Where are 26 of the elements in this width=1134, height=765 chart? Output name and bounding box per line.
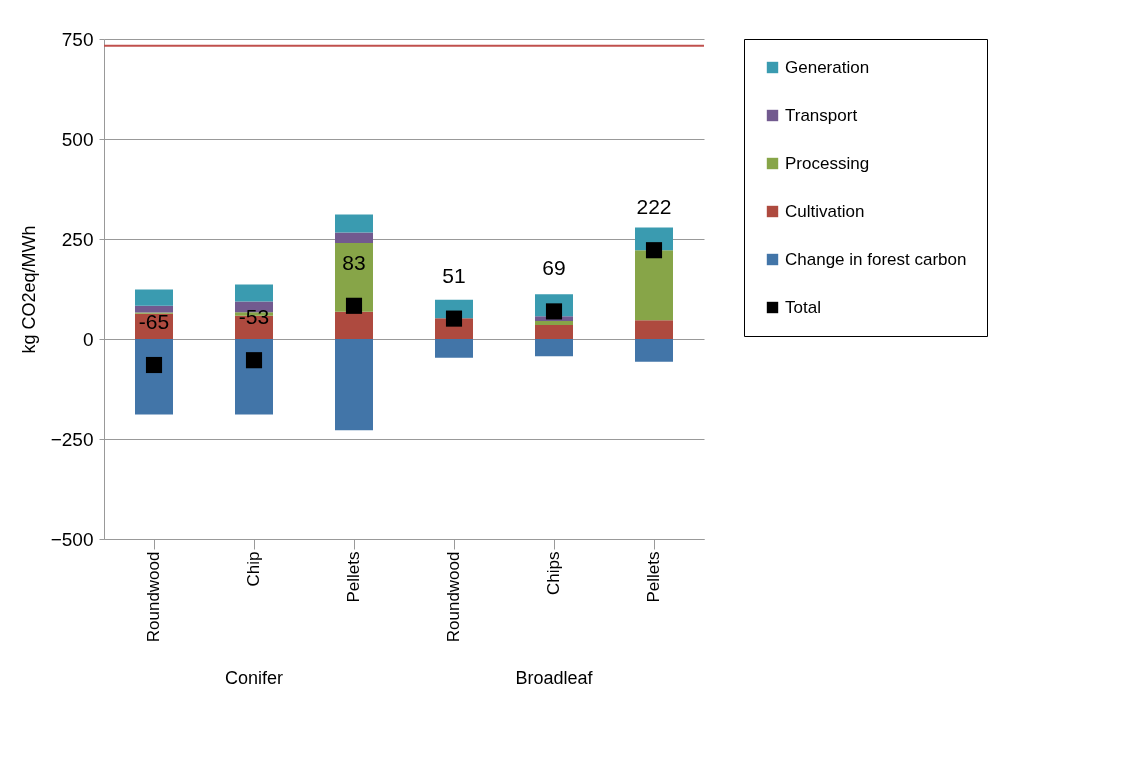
text: Broadleaf: [515, 668, 594, 688]
data-label: 83: [342, 250, 366, 274]
legend-label: Transport: [785, 105, 858, 125]
x-tick-label: Roundwood: [444, 551, 463, 643]
x-tick-label: Pellets: [644, 551, 663, 603]
data-label: 69: [542, 256, 566, 280]
y-axis-title: kg CO2eq/MWh: [18, 225, 39, 354]
y-tick-label: 250: [61, 228, 94, 250]
legend-label: Total: [785, 297, 821, 317]
data-label: -65: [138, 310, 170, 333]
legend-label: Cultivation: [785, 201, 865, 221]
x-tick-label: Pellets: [344, 551, 363, 603]
legend-label: Processing: [785, 153, 870, 173]
y-tick-label: 750: [61, 28, 94, 50]
x-tick-label: Chips: [544, 551, 563, 595]
legend-label: Change in forest carbon: [785, 249, 967, 269]
y-tick-label: 500: [61, 128, 94, 150]
legend-label: Generation: [785, 57, 870, 77]
y-tick-label: −250: [50, 428, 94, 450]
text: Conifer: [224, 668, 284, 688]
y-tick-label: −500: [50, 528, 94, 550]
x-tick-label: Roundwood: [144, 551, 163, 643]
y-tick-label: 0: [82, 328, 94, 350]
data-label: 222: [636, 195, 672, 219]
x-tick-label: Chip: [244, 551, 263, 587]
data-label: 51: [442, 263, 466, 287]
